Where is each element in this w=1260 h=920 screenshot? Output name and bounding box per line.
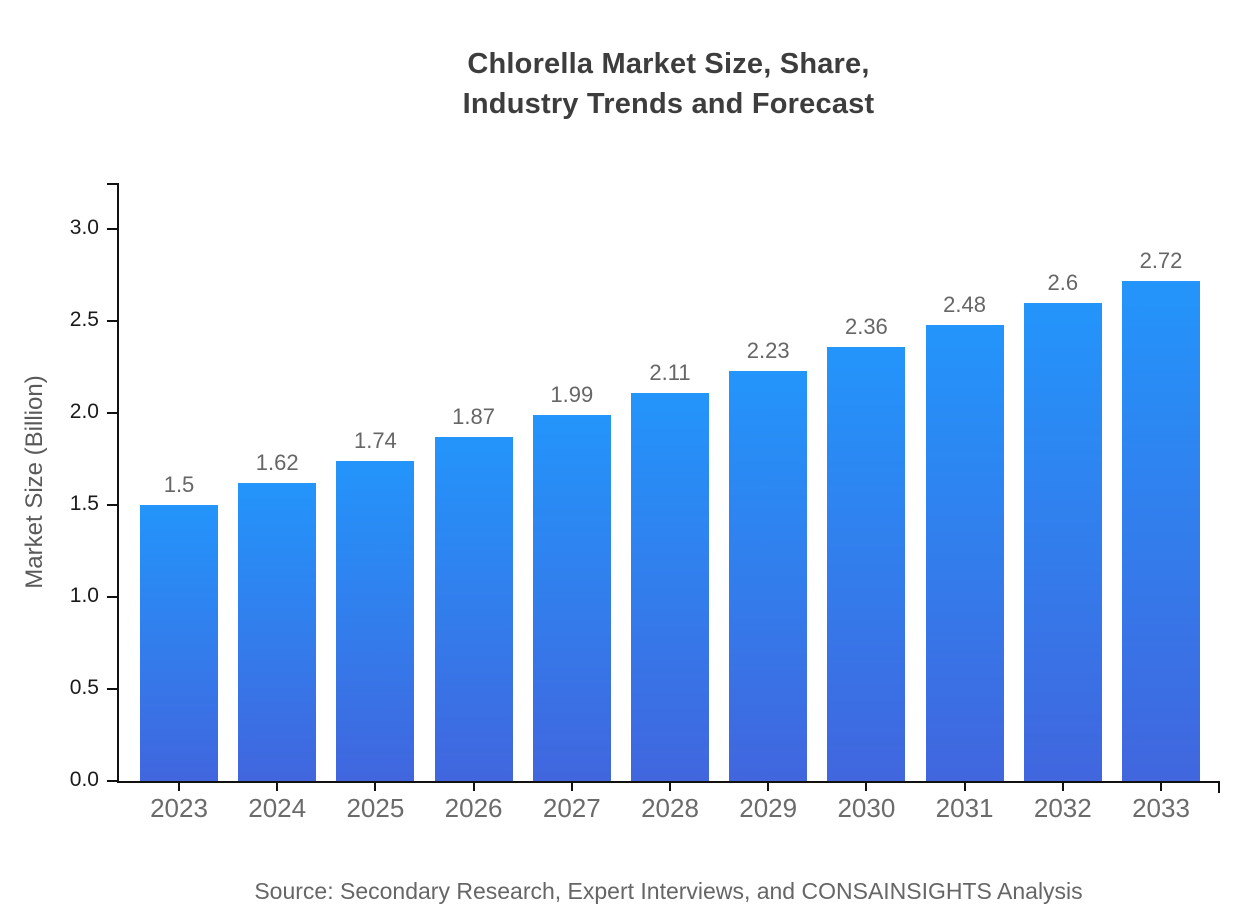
source-caption: Source: Secondary Research, Expert Inter…	[254, 878, 1083, 904]
y-tick-1.5	[107, 504, 117, 506]
x-tick-2031	[963, 781, 966, 791]
bar-2032	[1023, 302, 1102, 781]
value-label-2026: 1.87	[452, 403, 495, 429]
value-label-2028: 2.11	[649, 359, 691, 385]
x-label-2023: 2023	[150, 793, 208, 823]
value-label-2032: 2.6	[1047, 269, 1079, 295]
value-label-2031: 2.48	[943, 291, 986, 317]
bar-2024	[238, 482, 317, 781]
x-label-2031: 2031	[935, 793, 994, 823]
x-label-2028: 2028	[641, 793, 699, 823]
plot-area: 0.0 0.5 1.0 1.5 2.0 2.5 3.0 1.5 1.62 1.74 1.87 1.9…	[70, 183, 1220, 823]
chart-title: Chlorella Market Size, Share, Industry T…	[117, 44, 1220, 124]
bar-2028	[631, 392, 709, 781]
y-tick-1.0	[107, 596, 117, 598]
bar-2025	[336, 460, 415, 781]
bar-2026	[434, 436, 513, 781]
y-tick-2.0	[107, 412, 117, 414]
y-tick-3.0	[107, 228, 117, 230]
y-axis-end-tick	[107, 183, 117, 185]
x-tick-2029	[767, 781, 770, 791]
y-tick-2.5	[107, 320, 117, 322]
x-tick-2032	[1061, 781, 1064, 791]
x-tick-2024	[276, 781, 279, 791]
y-tick-label-0.5: 0.5	[69, 676, 99, 699]
y-tick-label-3.0: 3.0	[69, 216, 99, 239]
value-label-2033: 2.72	[1139, 247, 1183, 273]
x-label-2025: 2025	[346, 793, 405, 823]
x-tick-2027	[570, 781, 573, 791]
value-label-2030: 2.36	[844, 313, 888, 339]
bar-2031	[925, 324, 1004, 781]
y-tick-label-2.5: 2.5	[69, 308, 99, 331]
x-axis-end-tick	[1218, 783, 1220, 793]
value-label-2029: 2.23	[746, 337, 790, 363]
y-axis-line	[117, 183, 119, 783]
x-label-2033: 2033	[1132, 793, 1190, 823]
x-tick-2030	[865, 781, 868, 791]
chart-title-line1: Chlorella Market Size, Share,	[467, 48, 870, 80]
y-tick-label-0.0: 0.0	[69, 768, 99, 791]
bar-2029	[729, 370, 808, 781]
x-tick-2025	[374, 781, 377, 791]
x-axis-line	[117, 781, 1220, 783]
bar-2023	[140, 505, 218, 781]
x-label-2024: 2024	[248, 793, 307, 823]
x-tick-2033	[1160, 781, 1162, 791]
x-label-2026: 2026	[444, 793, 503, 823]
bar-2030	[827, 346, 906, 781]
x-label-2029: 2029	[739, 793, 798, 823]
bar-2027	[532, 414, 611, 781]
x-label-2032: 2032	[1033, 793, 1092, 823]
x-label-2027: 2027	[542, 793, 601, 823]
value-label-2027: 1.99	[550, 381, 594, 407]
value-label-2023: 1.5	[163, 472, 195, 497]
y-tick-label-1.0: 1.0	[69, 584, 99, 607]
value-label-2024: 1.62	[255, 449, 299, 475]
bar-2033	[1122, 280, 1200, 781]
y-tick-label-2.0: 2.0	[69, 400, 99, 423]
y-tick-0.5	[107, 688, 117, 690]
x-tick-2026	[472, 781, 475, 791]
x-tick-2023	[178, 781, 180, 791]
x-label-2030: 2030	[837, 793, 896, 823]
y-tick-0.0	[107, 780, 117, 782]
x-tick-2028	[669, 781, 671, 791]
chart-title-line2: Industry Trends and Forecast	[462, 88, 875, 120]
y-tick-label-1.5: 1.5	[69, 492, 99, 515]
value-label-2025: 1.74	[353, 427, 397, 453]
